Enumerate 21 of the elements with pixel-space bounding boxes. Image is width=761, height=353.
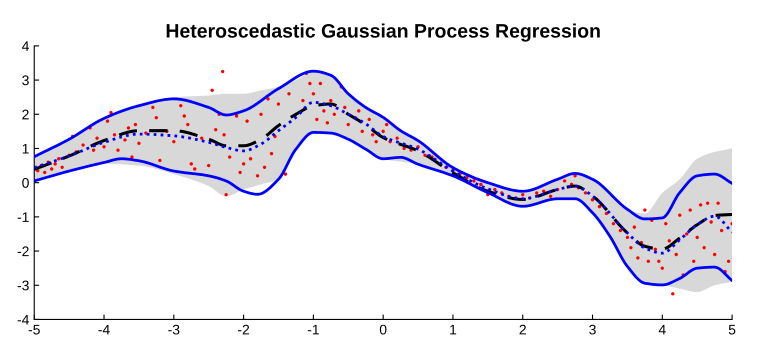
y-tick-label: -1 xyxy=(18,212,29,222)
y-tick-label: -2 xyxy=(18,246,29,256)
x-tick-label: 2 xyxy=(520,324,526,334)
x-tick-label: -4 xyxy=(98,324,110,334)
y-tick-label: 3 xyxy=(22,75,29,86)
y-tick-label: 0 xyxy=(22,178,29,188)
y-tick-label: 1 xyxy=(22,144,29,154)
x-tick-label: -2 xyxy=(238,324,250,334)
chart-title: Heteroscedastic Gaussian Process Regression xyxy=(166,23,600,42)
y-tick-label: -3 xyxy=(18,280,29,290)
y-tick-label: 2 xyxy=(22,110,29,120)
x-tick-label: 5 xyxy=(728,324,736,335)
x-tick-label: 4 xyxy=(658,324,666,334)
y-tick-label: -4 xyxy=(18,314,29,324)
x-tick-label: -5 xyxy=(28,324,40,335)
x-tick-label: -1 xyxy=(308,324,319,334)
x-tick-label: -3 xyxy=(168,324,180,335)
x-tick-label: 3 xyxy=(589,324,596,335)
x-tick-label: 1 xyxy=(450,324,456,334)
x-tick-label: 0 xyxy=(380,324,386,335)
y-tick-label: 4 xyxy=(22,41,29,51)
